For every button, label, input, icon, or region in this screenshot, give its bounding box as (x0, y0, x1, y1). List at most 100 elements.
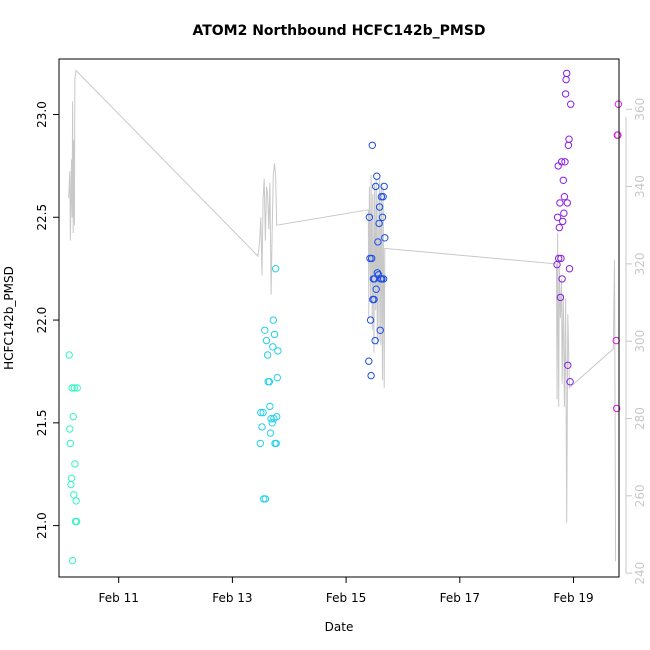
data-point-7 (68, 556, 77, 565)
data-point-5 (67, 474, 76, 482)
data-point-65 (378, 213, 387, 222)
data-point-53 (372, 182, 380, 191)
data-point-17 (257, 408, 265, 417)
data-point-82 (560, 209, 568, 217)
data-point-83 (560, 193, 569, 201)
data-point-79 (558, 275, 566, 283)
chart-title: ATOM2 Northbound HCFC142b_PMSD (192, 23, 485, 39)
data-point-15 (73, 384, 81, 392)
data-point-61 (376, 326, 384, 334)
data-point-81 (559, 176, 567, 185)
y-tick-label-5: 23.0 (35, 101, 49, 128)
direction-series-line (68, 69, 617, 562)
data-point-23 (262, 336, 271, 345)
data-point-66 (379, 193, 387, 201)
data-point-75 (556, 199, 564, 207)
data-point-67 (379, 275, 388, 283)
data-point-84 (561, 158, 569, 166)
right-y-tick-label-3: 280 (633, 407, 647, 430)
data-point-54 (372, 285, 380, 293)
right-y-tick-label-7: 360 (633, 98, 647, 121)
x-tick-label-2: Feb 13 (212, 591, 252, 605)
data-point-8 (69, 413, 77, 421)
data-point-13 (72, 497, 80, 505)
x-tick-label-3: Feb 15 (326, 591, 366, 605)
data-point-30 (268, 419, 276, 427)
data-point-55 (373, 172, 381, 180)
data-point-69 (381, 234, 389, 242)
right-y-axis: 240 260 280 300 320 340 360 (626, 98, 647, 585)
data-point-14 (72, 517, 81, 526)
data-point-1 (65, 351, 73, 359)
data-point-89 (564, 361, 572, 369)
data-point-38 (273, 413, 281, 421)
data-point-74 (555, 223, 563, 232)
data-point-91 (565, 135, 573, 143)
data-point-71 (553, 213, 562, 222)
data-point-41 (365, 357, 373, 365)
y-tick-label-3: 22.0 (35, 307, 49, 334)
data-point-77 (557, 254, 565, 263)
data-point-34 (270, 330, 279, 339)
data-point-60 (375, 203, 384, 211)
data-point-27 (266, 402, 274, 411)
y-tick-label-4: 22.5 (35, 204, 49, 231)
data-point-68 (380, 182, 388, 191)
data-point-31 (269, 343, 277, 351)
direction-line-layer (68, 69, 617, 562)
data-point-26 (265, 378, 274, 386)
data-point-73 (555, 254, 563, 263)
data-point-2 (66, 425, 74, 433)
data-point-24 (263, 351, 272, 359)
x-axis: Feb 11 Feb 13 Feb 15 Feb 17 Feb 19 (99, 577, 594, 605)
data-point-42 (365, 213, 374, 222)
data-point-76 (556, 293, 565, 302)
data-point-37 (272, 439, 280, 448)
data-point-19 (259, 408, 267, 417)
data-point-50 (370, 295, 378, 304)
right-y-tick-label-5: 320 (633, 252, 647, 275)
data-point-94 (567, 100, 575, 108)
x-tick-label-1: Feb 11 (99, 591, 139, 605)
data-point-47 (368, 141, 376, 150)
data-point-98 (614, 131, 622, 139)
right-y-tick-label-6: 340 (633, 175, 647, 198)
data-point-40 (274, 347, 282, 355)
data-point-96 (613, 404, 621, 413)
data-point-44 (366, 316, 375, 324)
x-tick-label-5: Feb 19 (553, 591, 593, 605)
right-y-tick-label-4: 300 (633, 330, 647, 353)
data-point-36 (271, 265, 280, 273)
data-point-93 (566, 378, 574, 386)
data-point-78 (557, 158, 566, 166)
data-point-87 (563, 69, 571, 78)
data-point-3 (66, 439, 75, 448)
data-point-57 (374, 238, 382, 246)
data-point-99 (614, 100, 623, 108)
data-point-28 (266, 429, 275, 437)
x-axis-label: Date (325, 620, 354, 634)
data-point-10 (70, 384, 79, 392)
data-point-46 (368, 254, 376, 263)
data-point-39 (273, 373, 281, 382)
data-point-52 (371, 336, 379, 345)
data-point-85 (561, 90, 570, 98)
y-axis-label: HCFC142b_PMSD (2, 266, 16, 370)
data-point-22 (261, 495, 270, 503)
data-point-32 (269, 316, 277, 324)
y-tick-label-1: 21.0 (35, 512, 49, 539)
data-point-21 (261, 326, 269, 334)
y-tick-label-2: 21.5 (35, 409, 49, 436)
x-tick-label-4: Feb 17 (440, 591, 480, 605)
plot-frame (58, 58, 620, 578)
data-point-16 (256, 439, 264, 448)
data-point-11 (71, 460, 79, 468)
data-point-9 (70, 491, 78, 499)
data-point-18 (258, 423, 266, 431)
data-point-80 (559, 217, 567, 226)
data-point-88 (563, 199, 571, 207)
data-point-45 (367, 371, 375, 380)
data-point-92 (565, 265, 574, 273)
